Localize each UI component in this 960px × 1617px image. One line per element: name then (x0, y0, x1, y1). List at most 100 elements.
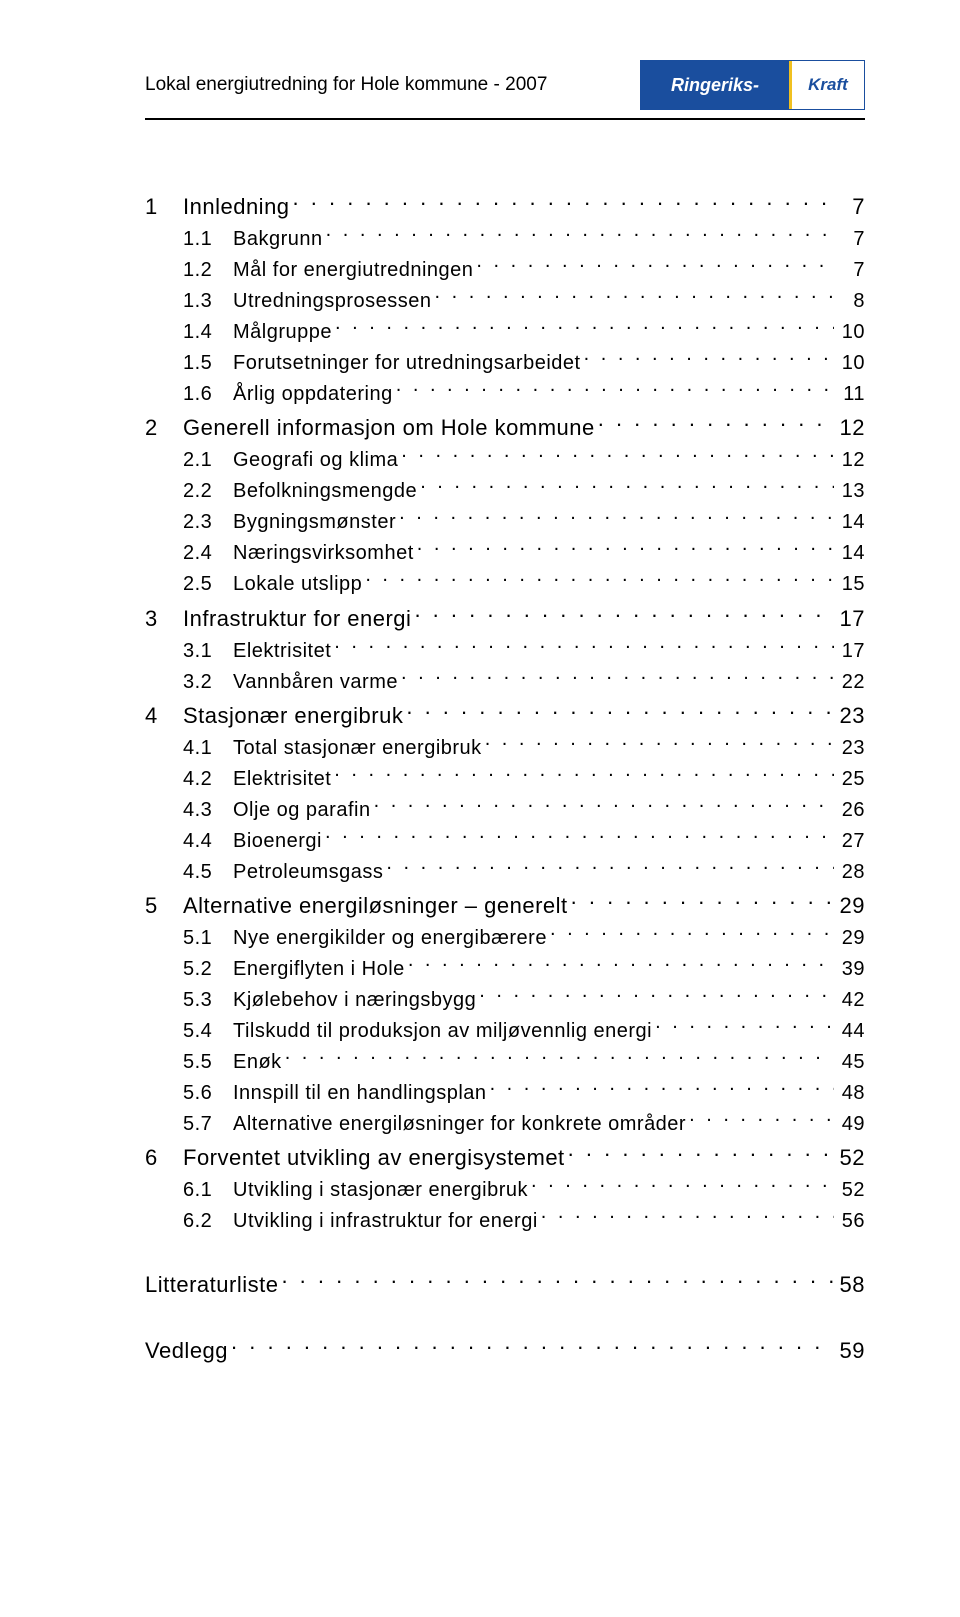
toc-label: Elektrisitet (233, 636, 331, 666)
toc-label: Utvikling i stasjonær energibruk (233, 1175, 528, 1205)
toc-entry[interactable]: 4.1Total stasjonær energibruk23 (145, 732, 865, 763)
toc-number: 2.3 (183, 507, 233, 537)
toc-entry[interactable]: 6.2Utvikling i infrastruktur for energi5… (145, 1205, 865, 1236)
toc-number: 5.6 (183, 1078, 233, 1108)
toc-number: 4.5 (183, 857, 233, 887)
toc-entry[interactable]: 5.2Energiflyten i Hole 39 (145, 953, 865, 984)
toc-number: 4.3 (183, 795, 233, 825)
toc-leader-dots (531, 1174, 834, 1196)
toc-number: 1.1 (183, 224, 233, 254)
toc-page-number: 27 (837, 826, 865, 856)
toc-entry[interactable]: 5Alternative energiløsninger – generelt2… (145, 889, 865, 922)
toc-number: 2.5 (183, 569, 233, 599)
logo-left-text: Ringeriks- (641, 61, 789, 109)
toc-label: Innledning (183, 190, 290, 223)
toc-number: 1.2 (183, 255, 233, 285)
toc-page-number: 7 (837, 255, 865, 285)
toc-leader-dots (386, 856, 834, 878)
toc-number: 5.2 (183, 954, 233, 984)
toc-number: 2.2 (183, 476, 233, 506)
toc-entry[interactable]: 4.5Petroleumsgass28 (145, 856, 865, 887)
toc-leader-dots (293, 190, 834, 214)
toc-leader-dots (326, 223, 834, 245)
toc-entry[interactable]: 5.3Kjølebehov i næringsbygg42 (145, 984, 865, 1015)
toc-leader-dots (401, 666, 834, 688)
toc-entry[interactable]: 2.4Næringsvirksomhet14 (145, 537, 865, 568)
toc-page-number: 7 (837, 190, 865, 223)
toc-number: 5.5 (183, 1047, 233, 1077)
toc-entry[interactable]: 1.6Årlig oppdatering 11 (145, 378, 865, 409)
toc-leader-dots (334, 635, 834, 657)
toc-leader-dots (399, 506, 834, 528)
toc-number: 3.2 (183, 667, 233, 697)
toc-page-number: 10 (837, 317, 865, 347)
toc-label: Infrastruktur for energi (183, 602, 411, 635)
toc-entry[interactable]: 1Innledning 7 (145, 190, 865, 223)
toc-entry[interactable]: 5.6Innspill til en handlingsplan48 (145, 1077, 865, 1108)
toc-label: Tilskudd til produksjon av miljøvennlig … (233, 1016, 652, 1046)
toc-entry[interactable]: 3Infrastruktur for energi17 (145, 601, 865, 634)
toc-label: Enøk (233, 1047, 282, 1077)
toc-page-number: 26 (837, 795, 865, 825)
toc-number: 3.1 (183, 636, 233, 666)
toc-entry[interactable]: 3.2Vannbåren varme22 (145, 666, 865, 697)
toc-leader-dots (420, 475, 834, 497)
toc-entry[interactable]: 1.4Målgruppe10 (145, 316, 865, 347)
toc-label: Bygningsmønster (233, 507, 396, 537)
toc-entry[interactable]: 2.2Befolkningsmengde13 (145, 475, 865, 506)
toc-page-number: 10 (837, 348, 865, 378)
toc-entry[interactable]: 4.3Olje og parafin26 (145, 794, 865, 825)
toc-leader-dots (365, 568, 834, 590)
toc-number: 6 (145, 1141, 183, 1174)
header-title: Lokal energiutredning for Hole kommune -… (145, 74, 547, 96)
toc-entry[interactable]: 5.5Enøk45 (145, 1046, 865, 1077)
toc-page-number: 17 (837, 636, 865, 666)
toc-page-number: 29 (837, 889, 865, 922)
logo-right-text: Kraft (789, 61, 864, 109)
toc-entry[interactable]: 2Generell informasjon om Hole kommune12 (145, 411, 865, 444)
toc-page-number: 8 (837, 286, 865, 316)
toc-label: Vedlegg (145, 1334, 228, 1367)
toc-entry-extra[interactable]: Vedlegg59 (145, 1333, 865, 1366)
toc-leader-dots (541, 1205, 834, 1227)
toc-entry[interactable]: 4.2Elektrisitet25 (145, 763, 865, 794)
toc-page-number: 11 (837, 379, 865, 409)
toc-entry[interactable]: 5.1Nye energikilder og energibærere29 (145, 922, 865, 953)
toc-number: 4.2 (183, 764, 233, 794)
toc-page-number: 12 (837, 445, 865, 475)
toc-entry[interactable]: 4Stasjonær energibruk23 (145, 699, 865, 732)
toc-entry[interactable]: 2.5Lokale utslipp15 (145, 568, 865, 599)
toc-number: 5.3 (183, 985, 233, 1015)
toc-entry[interactable]: 5.7Alternative energiløsninger for konkr… (145, 1108, 865, 1139)
toc-entry[interactable]: 3.1Elektrisitet 17 (145, 635, 865, 666)
toc-leader-dots (396, 378, 834, 400)
toc-entry[interactable]: 1.3Utredningsprosessen8 (145, 285, 865, 316)
toc-label: Energiflyten i Hole (233, 954, 405, 984)
toc-label: Total stasjonær energibruk (233, 733, 482, 763)
toc-leader-dots (334, 763, 834, 785)
toc-page-number: 23 (837, 699, 865, 732)
toc-leader-dots (689, 1108, 834, 1130)
toc-entry[interactable]: 6.1Utvikling i stasjonær energibruk52 (145, 1174, 865, 1205)
toc-page-number: 28 (837, 857, 865, 887)
toc-entry[interactable]: 2.3Bygningsmønster14 (145, 506, 865, 537)
toc-label: Stasjonær energibruk (183, 699, 403, 732)
toc-page-number: 56 (837, 1206, 865, 1236)
toc-number: 1 (145, 190, 183, 223)
toc-label: Målgruppe (233, 317, 332, 347)
toc-leader-dots (325, 825, 834, 847)
toc-entry[interactable]: 1.2Mål for energiutredningen7 (145, 254, 865, 285)
toc-entry[interactable]: 6Forventet utvikling av energisystemet52 (145, 1141, 865, 1174)
toc-entry[interactable]: 1.5Forutsetninger for utredningsarbeidet… (145, 347, 865, 378)
toc-page-number: 25 (837, 764, 865, 794)
toc-leader-dots (435, 285, 835, 307)
toc-label: Årlig oppdatering (233, 379, 393, 409)
toc-label: Litteraturliste (145, 1268, 278, 1301)
toc-page-number: 39 (837, 954, 865, 984)
toc-entry[interactable]: 5.4Tilskudd til produksjon av miljøvennl… (145, 1015, 865, 1046)
toc-entry[interactable]: 2.1Geografi og klima12 (145, 444, 865, 475)
toc-number: 1.6 (183, 379, 233, 409)
toc-entry[interactable]: 4.4Bioenergi27 (145, 825, 865, 856)
toc-entry[interactable]: 1.1Bakgrunn7 (145, 223, 865, 254)
toc-entry-extra[interactable]: Litteraturliste58 (145, 1268, 865, 1301)
